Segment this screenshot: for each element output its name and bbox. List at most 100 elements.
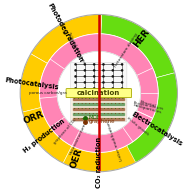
Circle shape <box>115 108 116 109</box>
Circle shape <box>100 108 101 109</box>
Text: calcination: calcination <box>77 90 121 96</box>
Circle shape <box>119 103 120 104</box>
Circle shape <box>93 103 94 104</box>
Circle shape <box>104 108 105 109</box>
Text: porous carbon/gra: porous carbon/gra <box>29 91 67 95</box>
Circle shape <box>100 103 101 104</box>
Circle shape <box>74 63 77 66</box>
Circle shape <box>102 69 105 72</box>
FancyBboxPatch shape <box>66 89 132 98</box>
Circle shape <box>119 118 120 119</box>
Text: CO₂ reduction: CO₂ reduction <box>96 137 102 188</box>
Circle shape <box>115 98 116 99</box>
Circle shape <box>57 51 141 135</box>
Circle shape <box>93 81 96 84</box>
Circle shape <box>78 118 79 119</box>
Circle shape <box>78 98 79 99</box>
Wedge shape <box>20 95 53 144</box>
Circle shape <box>78 103 79 104</box>
Circle shape <box>119 98 120 99</box>
Circle shape <box>121 81 123 84</box>
Circle shape <box>82 113 83 114</box>
Circle shape <box>82 108 83 109</box>
Wedge shape <box>101 15 175 78</box>
Circle shape <box>74 118 75 119</box>
Circle shape <box>85 118 86 119</box>
Text: in-situ growth: in-situ growth <box>126 115 149 136</box>
Circle shape <box>93 108 94 109</box>
Circle shape <box>82 103 83 104</box>
Circle shape <box>96 118 97 119</box>
Circle shape <box>121 63 123 66</box>
Circle shape <box>121 87 123 90</box>
Circle shape <box>84 63 86 66</box>
Circle shape <box>74 108 75 109</box>
Circle shape <box>85 98 86 99</box>
Circle shape <box>74 103 75 104</box>
Circle shape <box>111 81 114 84</box>
Circle shape <box>115 103 116 104</box>
Circle shape <box>111 113 112 114</box>
Circle shape <box>96 108 97 109</box>
Circle shape <box>100 98 101 99</box>
Text: graphene of CO₂: graphene of CO₂ <box>53 118 78 145</box>
Wedge shape <box>63 146 136 172</box>
Circle shape <box>85 113 86 114</box>
Circle shape <box>111 108 112 109</box>
Circle shape <box>96 98 97 99</box>
Circle shape <box>93 118 94 119</box>
Text: Photocatalysis: Photocatalysis <box>4 77 59 90</box>
Text: surface making: surface making <box>133 98 164 109</box>
Circle shape <box>82 118 83 119</box>
Circle shape <box>84 75 86 78</box>
Circle shape <box>74 69 77 72</box>
Wedge shape <box>39 34 158 153</box>
Circle shape <box>93 87 96 90</box>
Wedge shape <box>39 131 115 172</box>
Text: HER: HER <box>132 28 151 49</box>
Circle shape <box>100 118 101 119</box>
Circle shape <box>78 108 79 109</box>
Circle shape <box>78 113 79 114</box>
Circle shape <box>96 113 97 114</box>
Circle shape <box>111 103 112 104</box>
Circle shape <box>115 118 116 119</box>
Circle shape <box>111 75 114 78</box>
Circle shape <box>74 75 77 78</box>
Circle shape <box>122 108 123 109</box>
Circle shape <box>104 118 105 119</box>
Text: Electrocatalysis: Electrocatalysis <box>130 111 183 147</box>
Circle shape <box>122 98 123 99</box>
Text: Photodegradation: Photodegradation <box>46 2 84 63</box>
Circle shape <box>102 75 105 78</box>
Circle shape <box>104 98 105 99</box>
Circle shape <box>89 113 90 114</box>
Circle shape <box>111 87 114 90</box>
Circle shape <box>93 113 94 114</box>
Circle shape <box>74 81 77 84</box>
Circle shape <box>93 63 96 66</box>
Wedge shape <box>111 73 177 170</box>
FancyBboxPatch shape <box>71 63 127 92</box>
Circle shape <box>89 98 90 99</box>
Circle shape <box>84 69 86 72</box>
Circle shape <box>74 113 75 114</box>
Text: graphene: graphene <box>89 119 115 124</box>
Text: H₂ production: H₂ production <box>22 118 66 154</box>
Circle shape <box>104 103 105 104</box>
Circle shape <box>85 108 86 109</box>
Circle shape <box>89 103 90 104</box>
Circle shape <box>115 113 116 114</box>
Circle shape <box>111 98 112 99</box>
Text: OER: OER <box>69 147 84 170</box>
Circle shape <box>111 63 114 66</box>
Wedge shape <box>31 15 102 64</box>
Circle shape <box>102 63 105 66</box>
Circle shape <box>121 69 123 72</box>
Circle shape <box>89 108 90 109</box>
Circle shape <box>121 75 123 78</box>
Text: MOF: MOF <box>89 115 101 120</box>
Circle shape <box>111 69 114 72</box>
Text: Linker modification: Linker modification <box>107 121 124 161</box>
Circle shape <box>74 98 75 99</box>
